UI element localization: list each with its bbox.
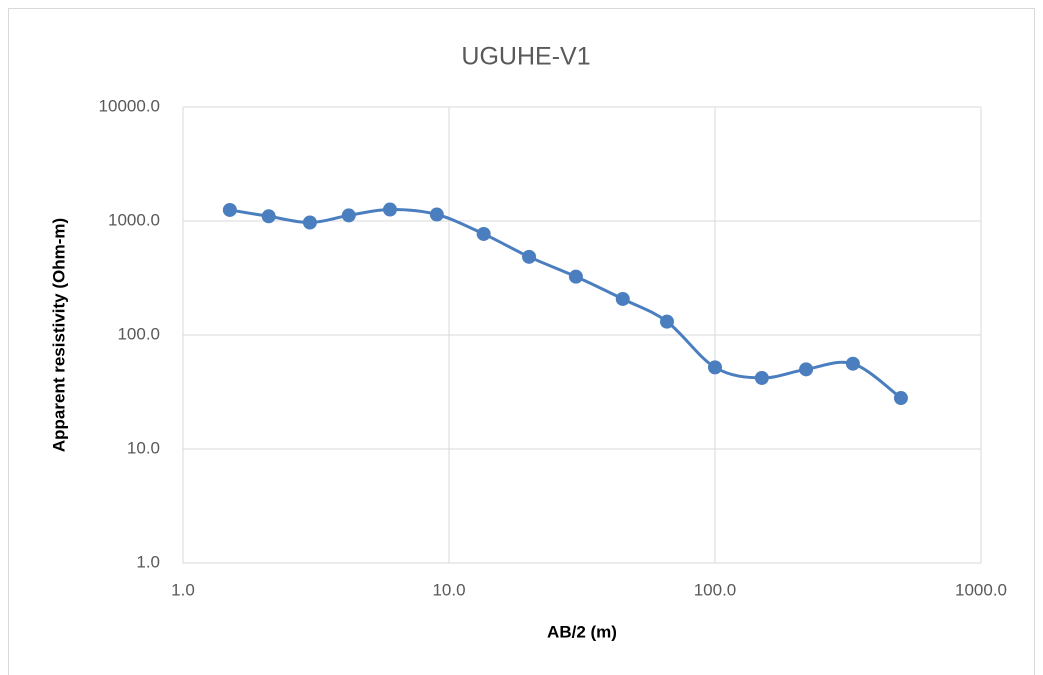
series-line — [229, 208, 902, 400]
data-point — [261, 209, 276, 224]
data-point — [615, 291, 630, 306]
data-point — [845, 356, 860, 371]
y-tick-label: 1.0 — [136, 552, 160, 571]
data-point — [568, 269, 583, 284]
x-axis-label: AB/2 (m) — [547, 622, 617, 641]
chart-border — [8, 8, 1035, 675]
y-tick-label: 10.0 — [127, 438, 160, 457]
data-point — [659, 314, 674, 329]
data-point — [302, 215, 317, 230]
data-point — [382, 202, 397, 217]
y-tick-label: 10000.0 — [99, 96, 160, 115]
x-tick-label: 1.0 — [171, 580, 195, 599]
data-point — [476, 226, 491, 241]
data-point — [522, 249, 537, 264]
chart-title: UGUHE-V1 — [461, 43, 590, 71]
data-point — [429, 207, 444, 222]
x-tick-label: 10.0 — [432, 580, 465, 599]
x-tick-label: 100.0 — [694, 580, 737, 599]
y-tick-label: 1000.0 — [108, 210, 160, 229]
x-tick-label: 1000.0 — [955, 580, 1007, 599]
data-point — [341, 208, 356, 223]
data-point — [799, 362, 814, 377]
data-point — [754, 370, 769, 385]
y-tick-label: 100.0 — [117, 324, 160, 343]
data-point — [893, 391, 908, 406]
data-point — [708, 360, 722, 375]
y-axis-label: Apparent resistivity (Ohm-m) — [49, 218, 68, 452]
data-point — [222, 202, 237, 217]
